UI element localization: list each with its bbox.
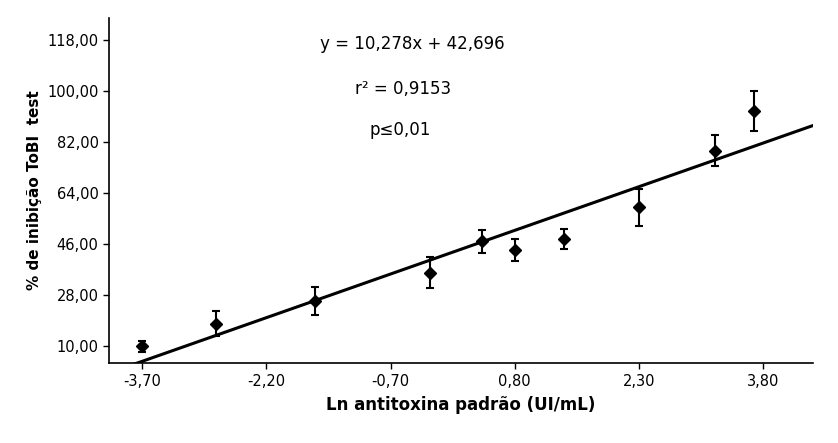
Text: p≤0,01: p≤0,01 [370,121,431,140]
Text: y = 10,278x + 42,696: y = 10,278x + 42,696 [320,35,504,53]
Y-axis label: % de inibição ToBI  test: % de inibição ToBI test [27,91,42,290]
Text: r² = 0,9153: r² = 0,9153 [355,80,452,98]
X-axis label: Ln antitoxina padrão (UI/mL): Ln antitoxina padrão (UI/mL) [326,396,596,414]
